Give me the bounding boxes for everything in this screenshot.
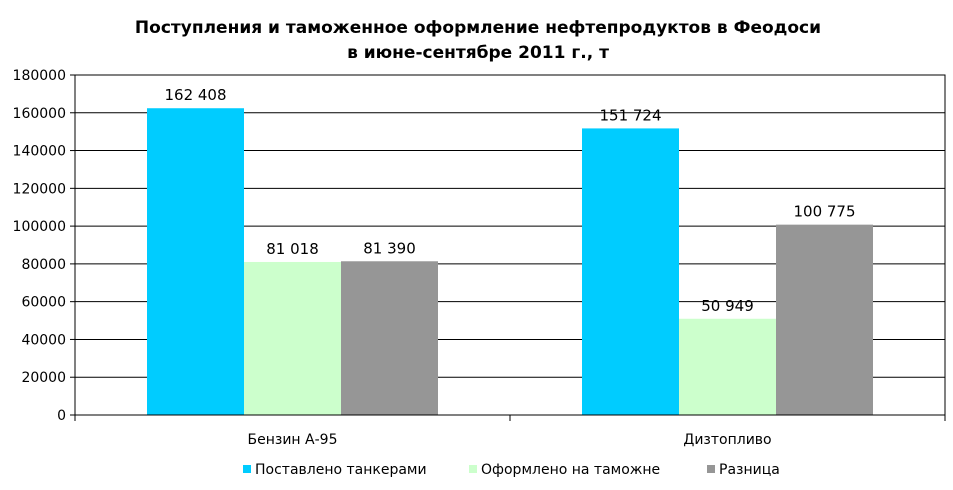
- chart-title-line-2: в июне-сентябре 2011 г., т: [347, 43, 609, 63]
- y-tick-label: 140000: [13, 144, 66, 160]
- legend-item: Разница: [707, 462, 780, 478]
- bars: [147, 108, 873, 415]
- legend-label: Разница: [719, 462, 780, 478]
- legend-item: Поставлено танкерами: [243, 462, 427, 478]
- y-tick-label: 80000: [21, 257, 66, 273]
- data-label: 81 018: [266, 240, 319, 258]
- data-label: 81 390: [363, 239, 416, 257]
- y-tick-label: 180000: [13, 68, 66, 84]
- y-tick-label: 40000: [21, 332, 66, 348]
- chart-title-line-1: Поступления и таможенное оформление нефт…: [135, 18, 821, 38]
- y-tick-label: 20000: [21, 370, 66, 386]
- data-label: 100 775: [793, 203, 855, 221]
- data-labels: 162 408 81 018 81 390 151 724 50 949 100 775: [164, 86, 855, 315]
- bar: [776, 224, 873, 415]
- legend: Поставлено танкерами Оформлено на таможне…: [243, 462, 780, 478]
- data-label: 50 949: [701, 297, 754, 315]
- y-tick-label: 120000: [13, 181, 66, 197]
- bar: [244, 261, 341, 415]
- axes: 0 20000 40000 60000 80000 100000 120000 140000 1…: [13, 68, 946, 448]
- bar: [582, 128, 679, 415]
- y-tick-label: 160000: [13, 106, 66, 122]
- y-tick-label: 100000: [13, 219, 66, 235]
- y-tick-label: 60000: [21, 295, 66, 311]
- data-label: 162 408: [164, 86, 226, 104]
- legend-label: Поставлено танкерами: [255, 462, 427, 478]
- data-label: 151 724: [599, 106, 661, 124]
- legend-label: Оформлено на таможне: [481, 462, 660, 478]
- x-category-label: Бензин А-95: [248, 432, 338, 448]
- x-category-label: Дизтопливо: [683, 432, 771, 448]
- legend-swatch: [707, 465, 715, 473]
- bar: [147, 108, 244, 415]
- legend-item: Оформлено на таможне: [469, 462, 660, 478]
- bar: [679, 318, 776, 415]
- y-tick-label: 0: [57, 408, 66, 424]
- bar: [341, 261, 438, 415]
- legend-swatch: [469, 465, 477, 473]
- legend-swatch: [243, 465, 251, 473]
